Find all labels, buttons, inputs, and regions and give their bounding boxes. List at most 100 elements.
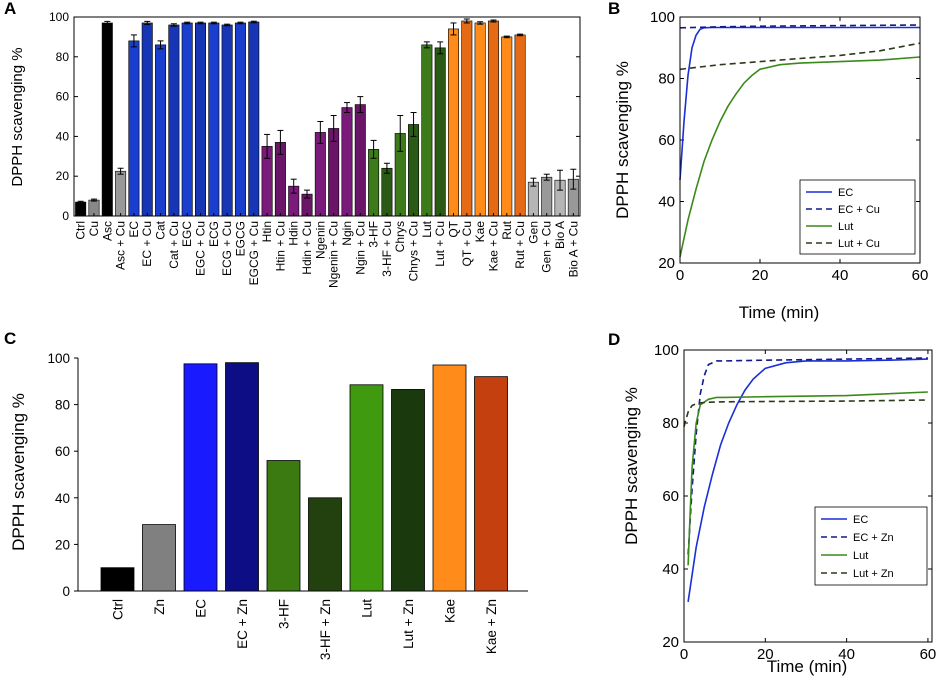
panel-c-xtick-label: Ctrl [111,599,126,620]
panel-b-frame [679,16,921,264]
panel-b-ytick-label: 80 [658,71,675,88]
panel-a-bar [181,22,193,217]
panel-a-xtick-label: Gen + Cu [540,221,554,273]
panel-c-letter: C [4,329,16,348]
panel-a-bar [314,132,326,217]
panel-a-bar [168,24,180,217]
panel-b-ylabel: DPPH scavenging % [613,61,632,219]
panel-a-bar [248,21,260,217]
panel-a-bar [487,20,499,217]
panel-c-xtick-label: EC + Zn [235,599,250,649]
panel-c-ylabel: DPPH scavenging % [9,393,28,551]
panel-b-xtick-label: 40 [832,267,849,284]
panel-a-xtick-label: Cat + Cu [167,221,181,269]
panel-a-xtick-label: Bio A [553,221,567,249]
panel-a-xtick-label: Htin + Cu [273,221,287,271]
panel-a-xtick-label: Asc + Cu [114,221,128,270]
panel-d-xtick-label: 60 [920,646,937,663]
panel-c-xtick-label: Zn [152,599,167,615]
panel-c-bar [142,524,176,592]
panel-a-xtick-label: EGC [180,221,194,247]
panel-a-bar [368,149,380,217]
panel-a-xtick-label: EC + Cu [140,221,154,267]
panel-d-ytick-label: 20 [662,634,679,651]
panel-a-bar [501,36,513,217]
panel-d-series-line [683,399,928,427]
panel-a-ylabel: DPPH scavenging % [9,47,26,186]
panel-c: C DPPH scavenging % 0 20 40 60 80 100 Ctrl Zn EC… [4,329,528,660]
panel-a-xtick-label: Lut + Cu [433,221,447,267]
panel-d-legend-label: EC [853,514,868,526]
panel-a-xtick-label: Chrys [393,221,407,252]
panel-a-xtick-label: Cat [154,220,168,239]
panel-a-bar [155,44,167,217]
panel-a-xtick-label: Kae [473,221,487,243]
panel-a-bar [208,22,220,217]
panel-c-ytick-label: 80 [55,398,70,413]
panel-a-xtick-label: Cu [87,221,101,236]
panel-a-xtick-label: Ctrl [74,221,88,240]
panel-a-bar [514,34,526,217]
panel-c-bar [183,363,218,592]
panel-a-xtick-label: EGCG + Cu [247,221,261,285]
panel-d-letter: D [608,330,620,349]
panel-a-xtick-label: 3-HF + Cu [380,221,394,277]
panel-d-xtick-label: 20 [757,646,774,663]
panel-a-bar [141,22,153,217]
panel-c-bar [225,362,259,592]
panel-c-xtick-label: Lut [360,599,375,618]
panel-d-series-line [687,358,928,603]
panel-a-xtick-label: Lut [420,220,434,237]
panel-b-xtick-label: 20 [752,267,769,284]
panel-b-ytick-label: 60 [658,132,675,149]
panel-a-xtick-label: ECG [207,221,221,247]
panel-a-xtick-label: Ngin [340,221,354,246]
panel-a-xtick-label: Gen [526,221,540,244]
panel-a-bar [448,28,459,217]
panel-a-xtick-label: ECG + Cu [220,221,234,276]
panel-c-bar [391,389,425,592]
panel-c-xtick-label: 3-HF [277,599,292,629]
panel-c-xtick-label: Lut + Zn [401,599,416,649]
panel-a-xtick-label: Asc [100,221,114,241]
panel-a-ytick-label: 80 [56,50,70,64]
panel-c-ytick-label: 60 [55,444,70,459]
panel-d-xtick-label: 40 [838,646,855,663]
panel-a-xtick-label: Kae + Cu [486,221,500,271]
panel-b-legend-label: EC [838,187,853,199]
panel-a-xtick-label: Chrys + Cu [407,221,421,281]
panel-a-bar [527,181,539,217]
panel-b-legend-label: Lut [838,221,853,233]
panel-c-bar [349,384,384,592]
panel-a-xtick-label: 3-HF [367,221,381,248]
panel-d-ytick-label: 100 [654,342,679,359]
panel-b-xtick-label: 0 [676,267,684,284]
panel-a-xtick-label: QT + Cu [460,221,474,266]
panel-d-legend-label: EC + Zn [853,532,894,544]
panel-d-series-line [687,357,928,555]
panel-a-bar [195,22,206,217]
panel-b-legend-label: EC + Cu [838,204,880,216]
panel-c-ytick-label: 100 [47,351,70,366]
panel-a-ytick-label: 60 [56,90,70,104]
panel-c-xtick-label: 3-HF + Zn [318,599,333,660]
panel-a-xtick-label: Bio A + Cu [566,221,580,277]
panel-d-series-line [687,391,928,566]
panel-a-bar [354,104,366,217]
panel-c-bar [308,497,342,592]
panel-c-ytick-label: 0 [62,584,70,599]
panel-d-legend-label: Lut + Zn [853,568,894,580]
panel-a-ytick-label: 0 [62,209,69,223]
panel-a-bar [115,170,127,217]
panel-c-bar [266,460,301,592]
panel-a-bar [474,22,486,217]
panel-b-series-line [679,56,921,258]
panel-c-ytick-label: 40 [55,491,70,506]
panel-a-xtick-label: QT [447,220,461,237]
panel-a-xtick-label: Rut + Cu [513,221,527,269]
panel-a-xtick-label: Rut [500,220,514,239]
panel-a-xtick-label: Hdin [287,221,301,246]
